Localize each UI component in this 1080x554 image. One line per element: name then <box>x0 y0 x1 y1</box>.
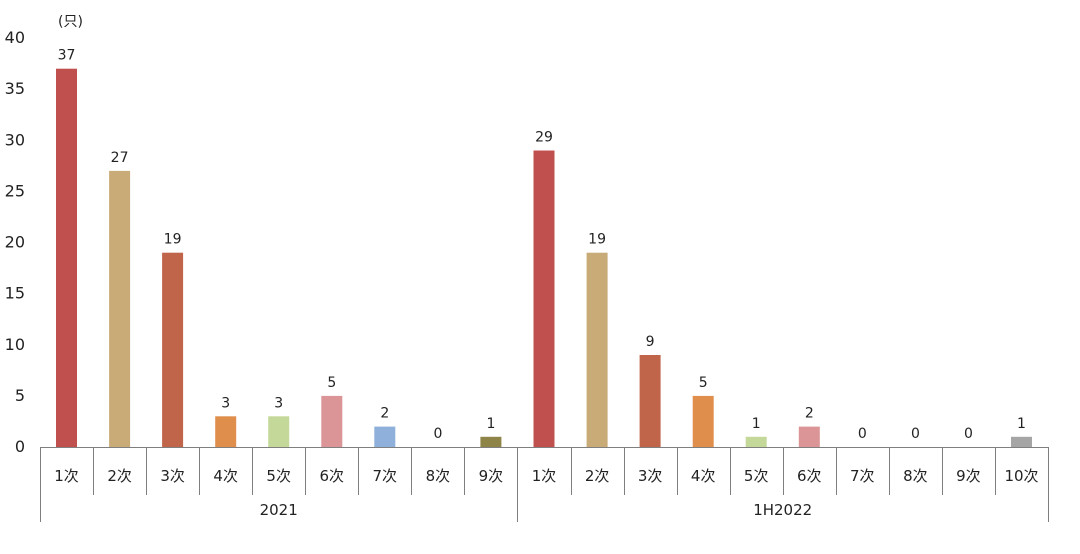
bar <box>533 150 555 447</box>
bar <box>321 395 343 447</box>
x-category-label: 9次 <box>479 467 504 485</box>
y-tick-label: 10 <box>5 335 25 354</box>
x-category-label: 2次 <box>107 467 132 485</box>
x-category-label: 7次 <box>850 467 875 485</box>
x-category-label: 4次 <box>213 467 238 485</box>
x-category-label: 5次 <box>744 467 769 485</box>
x-category-label: 6次 <box>320 467 345 485</box>
data-label: 9 <box>646 334 655 350</box>
bar <box>162 252 184 447</box>
x-category-label: 1次 <box>54 467 79 485</box>
x-category-label: 2次 <box>585 467 610 485</box>
y-tick-label: 5 <box>15 386 25 405</box>
x-category-label: 3次 <box>160 467 185 485</box>
data-label: 19 <box>588 232 606 248</box>
bar <box>109 170 131 447</box>
x-group-label: 1H2022 <box>753 501 812 519</box>
data-label: 2 <box>805 406 814 422</box>
data-label: 0 <box>911 426 920 442</box>
bar <box>56 68 77 447</box>
x-group-label: 2021 <box>260 501 298 519</box>
data-label: 3 <box>221 395 230 411</box>
bar <box>745 436 767 447</box>
data-label: 1 <box>1017 416 1026 432</box>
y-axis-unit-label: (只) <box>58 14 83 30</box>
bar <box>692 395 714 447</box>
x-axis: 1次 2次 3次 4次 5次 6次 7次 8次 9次 2021 1次 2次 3次 4次 5次 6次 7次 8次 9次… <box>40 447 1049 522</box>
x-category-label: 10次 <box>1004 467 1038 485</box>
data-label: 37 <box>58 48 76 64</box>
bar <box>480 436 502 447</box>
data-label: 27 <box>111 150 129 166</box>
data-label: 0 <box>858 426 867 442</box>
y-tick-label: 30 <box>5 130 25 149</box>
x-category-label: 3次 <box>638 467 663 485</box>
data-label: 29 <box>535 130 553 146</box>
bars <box>56 68 1032 447</box>
data-label: 19 <box>164 232 182 248</box>
data-label: 2 <box>380 406 389 422</box>
x-category-label: 8次 <box>426 467 451 485</box>
bar <box>798 426 820 447</box>
x-category-label: 7次 <box>373 467 398 485</box>
data-label: 1 <box>752 416 761 432</box>
data-label: 5 <box>699 375 708 391</box>
bar <box>639 355 661 447</box>
data-label: 3 <box>274 395 283 411</box>
bar <box>215 416 237 447</box>
data-label: 0 <box>964 426 973 442</box>
y-axis-ticks: 0 5 10 15 20 25 30 35 40 <box>5 28 25 456</box>
x-category-label: 4次 <box>691 467 716 485</box>
bar <box>586 252 608 447</box>
bar <box>268 416 290 447</box>
data-label: 5 <box>327 375 336 391</box>
x-category-label: 8次 <box>903 467 928 485</box>
y-tick-label: 35 <box>5 79 25 98</box>
y-tick-label: 15 <box>5 284 25 303</box>
x-category-label: 9次 <box>956 467 981 485</box>
x-category-label: 5次 <box>266 467 291 485</box>
x-category-label: 1次 <box>532 467 557 485</box>
y-tick-label: 25 <box>5 181 25 200</box>
y-tick-label: 0 <box>15 437 25 456</box>
y-tick-label: 20 <box>5 233 25 252</box>
bar <box>374 426 396 447</box>
bar <box>1011 436 1032 447</box>
data-label: 0 <box>433 426 442 442</box>
data-label: 1 <box>486 416 495 432</box>
x-category-label: 6次 <box>797 467 822 485</box>
y-tick-label: 40 <box>5 28 25 47</box>
data-labels: 37 27 19 3 3 5 2 0 1 29 19 9 5 1 2 0 0 0 1 <box>58 48 1026 442</box>
